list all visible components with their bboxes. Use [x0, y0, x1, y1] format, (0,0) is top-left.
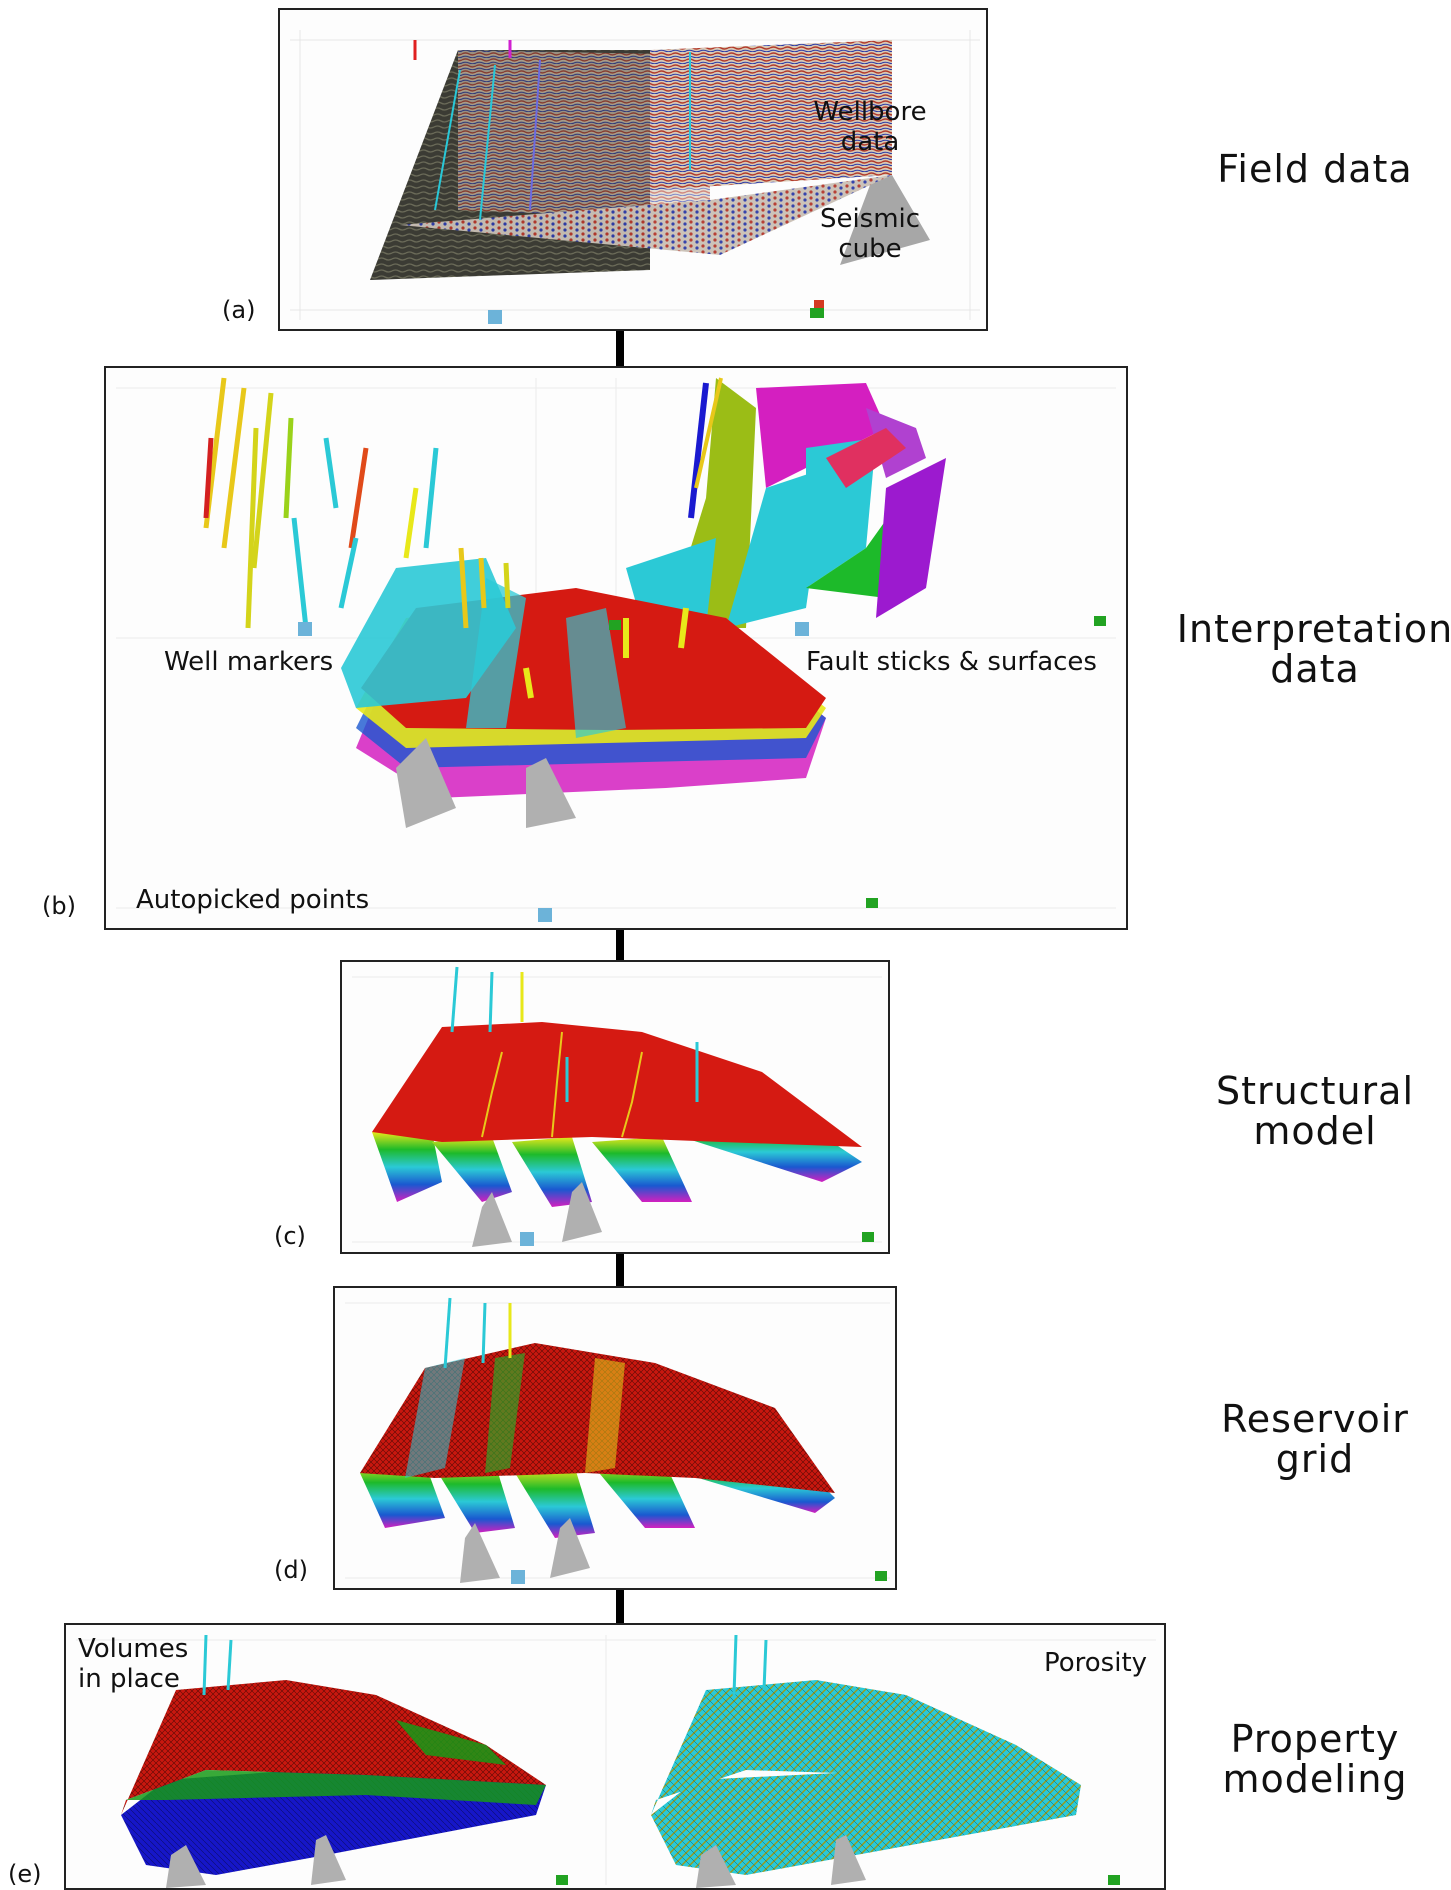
reservoir-grid-scene: [345, 1297, 890, 1584]
seismic-cube-label-line1: Seismic: [819, 204, 921, 234]
stage-property-line1: Property: [1230, 1717, 1400, 1761]
stage-reservoir-line2: grid: [1275, 1436, 1355, 1481]
fault-sticks-label: Fault sticks & surfaces: [806, 647, 1097, 677]
stage-interpretation-line1: Interpretation: [1176, 607, 1451, 651]
stage-interpretation-data: Interpretation data: [1165, 607, 1451, 691]
stage-reservoir-line1: Reservoir: [1221, 1397, 1409, 1441]
panel-d-tag: (d): [274, 1556, 308, 1584]
panel-b-tag: (b): [42, 892, 76, 920]
stage-structural-model: Structural model: [1190, 1069, 1440, 1153]
stage-structural-line2: model: [1253, 1108, 1377, 1153]
autopicked-points-surface: [341, 547, 826, 828]
structural-model-scene: [352, 966, 882, 1247]
stage-interpretation-line2: data: [1270, 646, 1360, 691]
seismic-cube-label-line2: cube: [838, 233, 902, 264]
volumes-in-place-label: Volumes in place: [78, 1634, 189, 1695]
fault-surfaces: [626, 377, 946, 638]
wellbore-data-label-line2: data: [840, 126, 900, 157]
porosity-label: Porosity: [1044, 1648, 1148, 1678]
well-markers-wells: [203, 377, 439, 629]
stage-property-line2: modeling: [1222, 1756, 1408, 1801]
panel-c-tag: (c): [274, 1222, 306, 1250]
panel-property-modeling: Volumes in place Porosity: [64, 1623, 1166, 1890]
well-markers-label: Well markers: [164, 647, 334, 677]
wellbore-data-label-line1: Wellbore: [813, 97, 927, 127]
panel-e-tag: (e): [8, 1860, 42, 1888]
panel-reservoir-grid: [333, 1286, 897, 1590]
property-modeling-scene: [76, 1634, 1156, 1888]
volumes-label-line2: in place: [78, 1663, 180, 1694]
stage-reservoir-grid: Reservoir grid: [1190, 1397, 1440, 1481]
seismic-cube-label: Seismic cube: [785, 204, 955, 265]
stage-field-data-text: Field data: [1217, 147, 1413, 191]
seismic-cube-scene: [290, 30, 980, 324]
stage-structural-line1: Structural: [1215, 1069, 1415, 1113]
interpretation-scene: [116, 377, 1116, 922]
stage-field-data: Field data: [1190, 147, 1440, 191]
panel-interpretation-data: Well markers Fault sticks & surfaces Aut…: [104, 366, 1128, 930]
stage-property-modeling: Property modeling: [1190, 1717, 1440, 1801]
wellbore-data-label: Wellbore data: [785, 97, 955, 158]
panel-structural-model: [340, 960, 890, 1254]
autopicked-points-label: Autopicked points: [136, 885, 370, 915]
volumes-label-line1: Volumes: [78, 1634, 189, 1664]
panel-a-tag: (a): [222, 296, 256, 324]
panel-field-data: Wellbore data Seismic cube: [278, 8, 988, 331]
